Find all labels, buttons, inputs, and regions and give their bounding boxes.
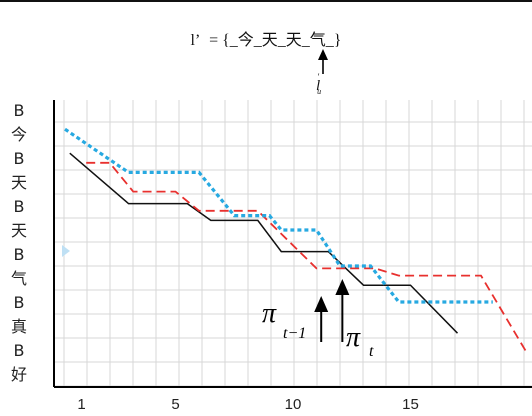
pointer-label-base: l [316,78,321,94]
y-tick-label: B [14,341,25,360]
sequence-prefix: l’ [190,32,200,49]
y-tick-label: 好 [11,365,27,384]
y-tick-label: 气 [11,269,27,288]
y-tick-label: B [14,101,25,120]
pi-arrow-head [314,296,329,312]
x-tick-label: 5 [171,396,179,413]
path-solid [69,152,459,334]
x-tick-label: 15 [402,396,419,413]
pointer-label: l′ u [316,72,321,96]
y-tick-label: 天 [11,173,27,192]
pi-annotations: πt−1 π t [262,279,374,360]
label-sequence: l’ = {_今_天_天_气_} [0,26,532,50]
path-dotted [64,127,493,304]
y-tick-label: B [14,149,25,168]
alignment-paths [64,127,529,356]
pointer-label-sub: u [317,87,322,96]
y-tick-label: B [14,293,25,312]
y-tick-label: 真 [11,317,27,336]
sequence-body: = {_今_天_天_气_} [209,32,342,49]
y-tick-label: 今 [11,125,27,144]
pi-label: π [262,298,277,329]
y-tick-label: B [14,245,25,264]
collapse-triangle-icon[interactable] [62,245,70,257]
pointer-label-prime: ′ [317,72,320,82]
y-tick-label: B [14,197,25,216]
x-tick-label: 1 [77,396,85,413]
top-rule [0,0,532,2]
pi-label: π [346,322,361,353]
pi-subscript: t [369,343,374,360]
pi-subscript: t−1 [283,325,306,342]
x-tick-label: 10 [285,396,302,413]
grid [54,100,532,387]
x-tick-labels: 1 5 10 15 [77,396,419,413]
path-dashed [86,161,529,356]
y-tick-label: 天 [11,221,27,240]
pointer-arrow [318,49,328,74]
pi-arrow-head [335,279,350,295]
